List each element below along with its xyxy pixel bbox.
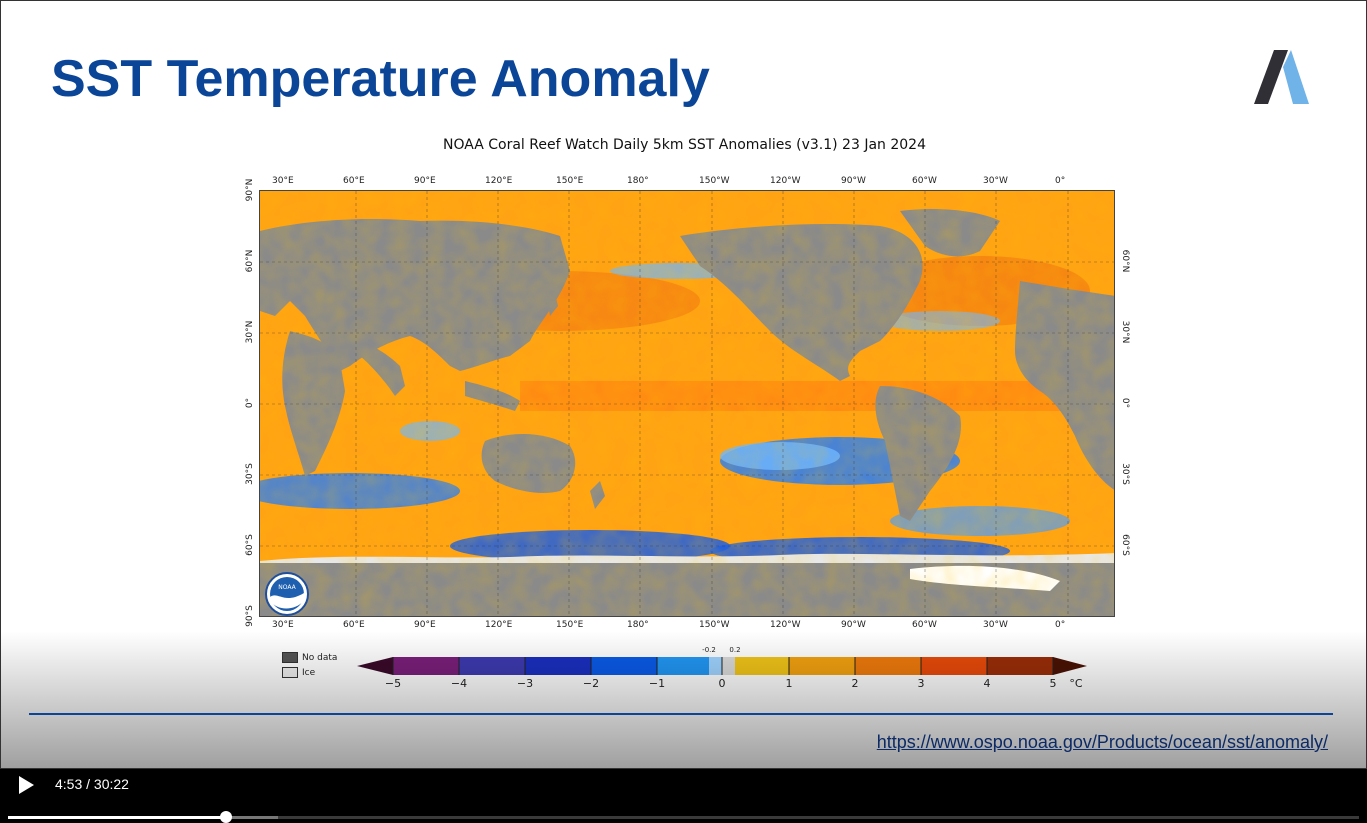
progress-scrubber-handle[interactable] xyxy=(219,811,232,823)
ice-label: Ice xyxy=(302,668,316,678)
colorbar-tick-9: 4 xyxy=(983,677,991,690)
lon-tick-bottom-0: 30°E xyxy=(272,620,294,630)
lon-tick-bottom-4: 150°E xyxy=(556,620,584,630)
lat-tick-left-1: 60°N xyxy=(245,249,255,273)
noaa-logo-text: NOAA xyxy=(278,584,296,591)
sst-map-graphic xyxy=(260,191,1114,616)
slide-title: SST Temperature Anomaly xyxy=(51,50,710,108)
lon-tick-top-1: 60°E xyxy=(343,176,365,186)
lon-tick-bottom-10: 30°W xyxy=(983,620,1008,630)
lon-tick-top-5: 180° xyxy=(627,176,649,186)
lon-tick-top-9: 60°W xyxy=(912,176,937,186)
colorbar-tick-7: 2 xyxy=(851,677,859,690)
ice-swatch xyxy=(282,667,298,678)
lat-tick-left-0: 90°N xyxy=(245,178,255,202)
lon-tick-top-2: 90°E xyxy=(414,176,436,186)
colorbar-tick-8: 3 xyxy=(917,677,925,690)
lon-tick-top-11: 0° xyxy=(1055,176,1066,186)
lat-tick-left-6: 90°S xyxy=(245,605,255,627)
no-data-label: No data xyxy=(302,653,338,663)
lon-tick-bottom-8: 90°W xyxy=(841,620,866,630)
lat-tick-right-3: 30°S xyxy=(1120,463,1130,485)
progress-bar[interactable] xyxy=(8,811,1359,823)
lon-tick-top-10: 30°W xyxy=(983,176,1008,186)
lon-tick-bottom-9: 60°W xyxy=(912,620,937,630)
lon-tick-top-6: 150°W xyxy=(699,176,730,186)
time-display: 4:53 / 30:22 xyxy=(55,776,129,792)
lon-tick-top-0: 30°E xyxy=(272,176,294,186)
colorbar-tick-3: −2 xyxy=(582,677,600,690)
lon-tick-bottom-2: 90°E xyxy=(414,620,436,630)
colorbar-small-tick-1: 0.2 xyxy=(729,646,741,654)
lon-tick-bottom-3: 120°E xyxy=(485,620,513,630)
slide-divider xyxy=(29,713,1333,715)
lat-tick-left-5: 60°S xyxy=(245,534,255,556)
lat-tick-left-3: 0° xyxy=(245,397,255,409)
lon-tick-bottom-5: 180° xyxy=(627,620,649,630)
colorbar-tick-5: 0 xyxy=(718,677,726,690)
lon-tick-bottom-1: 60°E xyxy=(343,620,365,630)
figure-title: NOAA Coral Reef Watch Daily 5km SST Anom… xyxy=(443,137,926,153)
slide: SST Temperature Anomaly NOAA Coral Reef … xyxy=(0,0,1367,769)
colorbar xyxy=(357,657,1087,675)
source-link[interactable]: https://www.ospo.noaa.gov/Products/ocean… xyxy=(876,732,1328,752)
no-data-swatch xyxy=(282,652,298,663)
video-controls xyxy=(0,769,1367,823)
lat-tick-right-1: 30°N xyxy=(1120,320,1130,344)
lat-tick-left-4: 30°S xyxy=(245,463,255,485)
lon-tick-bottom-11: 0° xyxy=(1055,620,1066,630)
play-icon[interactable] xyxy=(16,775,36,795)
colorbar-tick-10: 5 xyxy=(1049,677,1057,690)
colorbar-tick-1: −4 xyxy=(450,677,468,690)
lon-tick-top-8: 90°W xyxy=(841,176,866,186)
lat-tick-right-4: 60°S xyxy=(1120,534,1130,556)
lat-tick-right-2: 0° xyxy=(1120,397,1130,409)
colorbar-tick-6: 1 xyxy=(785,677,793,690)
lon-tick-bottom-7: 120°W xyxy=(770,620,801,630)
colorbar-tick-2: −3 xyxy=(516,677,534,690)
lat-tick-left-2: 30°N xyxy=(245,320,255,344)
lon-tick-top-7: 120°W xyxy=(770,176,801,186)
lon-tick-top-4: 150°E xyxy=(556,176,584,186)
lon-tick-bottom-6: 150°W xyxy=(699,620,730,630)
colorbar-small-tick-0: -0.2 xyxy=(702,646,716,654)
colorbar-tick-4: −1 xyxy=(648,677,666,690)
lat-tick-right-0: 60°N xyxy=(1120,249,1130,273)
noaa-logo-icon: NOAA xyxy=(265,572,309,616)
colorbar-unit: °C xyxy=(1069,677,1083,690)
lon-tick-top-3: 120°E xyxy=(485,176,513,186)
sst-anomaly-map: NOAA xyxy=(259,190,1115,617)
progress-played xyxy=(8,816,226,819)
colorbar-tick-0: −5 xyxy=(384,677,402,690)
brand-logo xyxy=(1254,50,1309,104)
